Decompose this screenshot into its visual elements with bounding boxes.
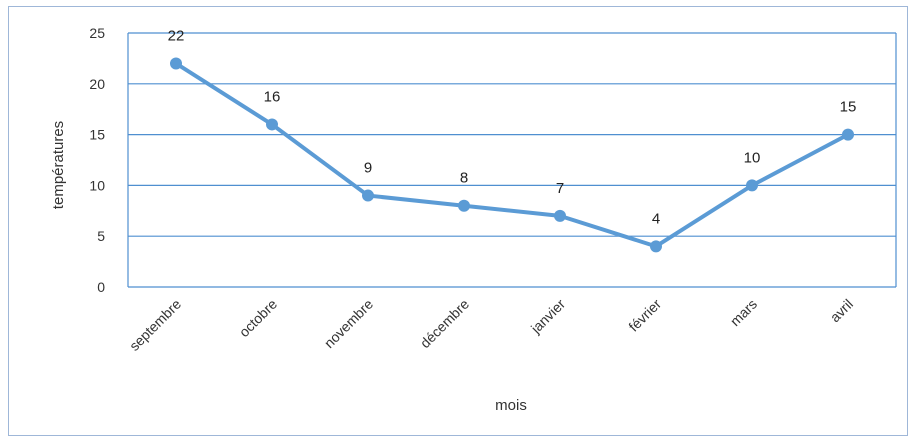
x-tick-label: mars (727, 296, 760, 329)
x-axis-ticks: septembre octobre novembre décembre janvier f… (126, 296, 856, 354)
series-layer (170, 57, 854, 253)
grid-lines (127, 32, 897, 288)
data-label: 22 (168, 27, 185, 44)
data-label: 16 (264, 88, 281, 105)
x-tick-label: avril (827, 296, 856, 325)
series-line (174, 61, 850, 249)
data-point (650, 240, 662, 253)
data-point (458, 199, 470, 212)
y-tick-label: 10 (89, 177, 105, 193)
x-tick-label: décembre (417, 296, 472, 351)
data-point (554, 209, 566, 222)
data-point (362, 189, 374, 202)
data-label: 4 (652, 210, 660, 227)
y-axis-ticks: 0 5 10 15 20 25 (89, 25, 105, 295)
y-tick-label: 15 (89, 127, 105, 143)
y-tick-label: 0 (97, 279, 105, 295)
data-label: 15 (840, 99, 857, 116)
data-point (746, 179, 758, 192)
data-label: 9 (364, 160, 372, 177)
chart-frame: 0 5 10 15 20 25 septembre octobre novembre décem… (8, 6, 908, 436)
y-axis-title: températures (50, 121, 67, 209)
x-tick-label: septembre (126, 296, 184, 354)
line-chart: 0 5 10 15 20 25 septembre octobre novembre décem… (50, 25, 897, 414)
x-axis-title: mois (495, 397, 527, 414)
x-tick-label: février (625, 296, 664, 335)
x-tick-label: octobre (236, 296, 280, 340)
y-tick-label: 25 (89, 25, 105, 41)
data-label: 7 (556, 180, 564, 197)
data-point (170, 57, 182, 70)
y-tick-label: 5 (97, 228, 105, 244)
x-tick-label: janvier (527, 296, 568, 337)
x-tick-label: novembre (321, 296, 376, 351)
data-labels: 22 16 9 8 7 4 10 15 (168, 27, 857, 227)
data-label: 8 (460, 170, 468, 187)
data-point (842, 128, 854, 141)
y-tick-label: 20 (89, 76, 105, 92)
data-label: 10 (744, 149, 761, 166)
data-point (266, 118, 278, 131)
